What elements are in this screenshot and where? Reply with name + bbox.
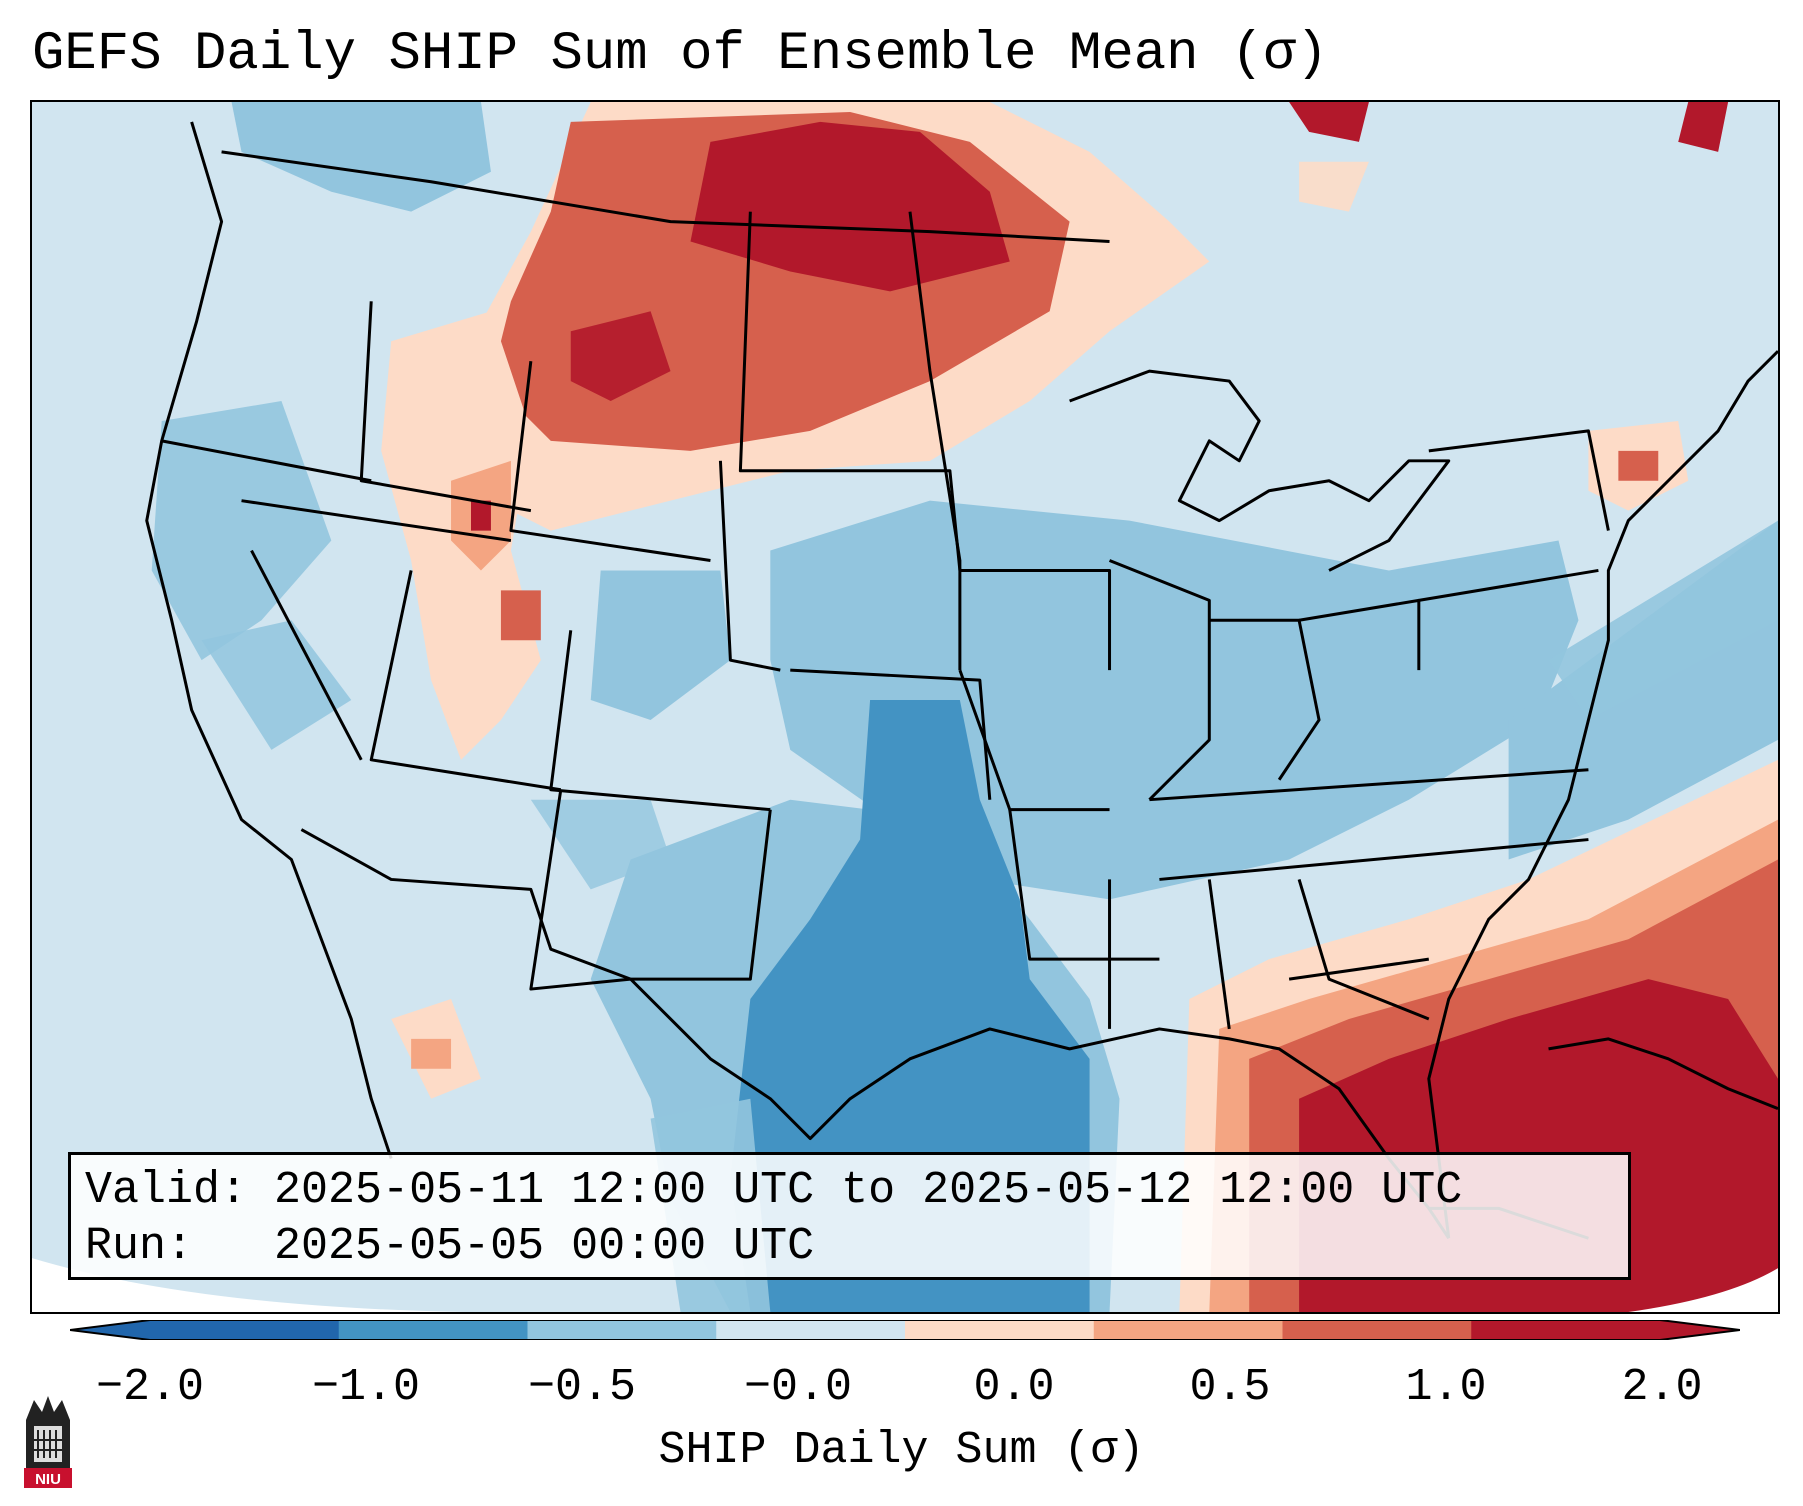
mexico-border (300, 828, 632, 981)
map-title: GEFS Daily SHIP Sum of Ensemble Mean (σ) (32, 24, 1329, 85)
colorbar-extend-max (1660, 1320, 1740, 1340)
colorbar-segment (716, 1320, 906, 1340)
niu-logo: NIU (24, 1396, 72, 1488)
colorbar-tick-label: 2.0 (1621, 1362, 1703, 1413)
colorbar-tick-label: −0.5 (527, 1362, 637, 1413)
colorbar-tick-label: −2.0 (95, 1362, 205, 1413)
colorbar-tick-label: 0.5 (1189, 1362, 1271, 1413)
canada-border (221, 150, 1110, 244)
colorbar-label: SHIP Daily Sum (σ) (658, 1425, 1145, 1476)
colorbar-tick-label: 0.0 (973, 1362, 1055, 1413)
colorbar-segment (150, 1320, 340, 1340)
anomaly-fill-layer (32, 102, 1778, 1312)
colorbar-tick-label: −0.0 (743, 1362, 853, 1413)
run-value: 2025-05-05 00:00 UTC (274, 1221, 815, 1272)
map-panel: Valid: 2025-05-11 12:00 UTC to 2025-05-1… (30, 100, 1780, 1314)
colorbar-extend-min (70, 1320, 150, 1340)
valid-value: 2025-05-11 12:00 UTC to 2025-05-12 12:00… (274, 1165, 1463, 1216)
map-canvas (32, 102, 1778, 1312)
colorbar-segment (338, 1320, 528, 1340)
colorbar-segment (1282, 1320, 1472, 1340)
colorbar (70, 1320, 1740, 1340)
run-label: Run: (85, 1221, 194, 1272)
caribbean-islands (1548, 1037, 1778, 1111)
colorbar-segment (1471, 1320, 1661, 1340)
coastline-east (1427, 350, 1778, 1239)
coastline-west (145, 121, 393, 1159)
colorbar-tick-label: 1.0 (1405, 1362, 1487, 1413)
colorbar-tick-label: −1.0 (311, 1362, 421, 1413)
coastline-gulf (629, 978, 1450, 1240)
valid-label: Valid: (85, 1165, 248, 1216)
colorbar-segment (1093, 1320, 1283, 1340)
logo-text: NIU (35, 1471, 61, 1488)
great-lakes (1069, 369, 1451, 572)
colorbar-segment (905, 1320, 1095, 1340)
colorbar-segment (527, 1320, 717, 1340)
validity-info-box: Valid: 2025-05-11 12:00 UTC to 2025-05-1… (68, 1152, 1631, 1280)
